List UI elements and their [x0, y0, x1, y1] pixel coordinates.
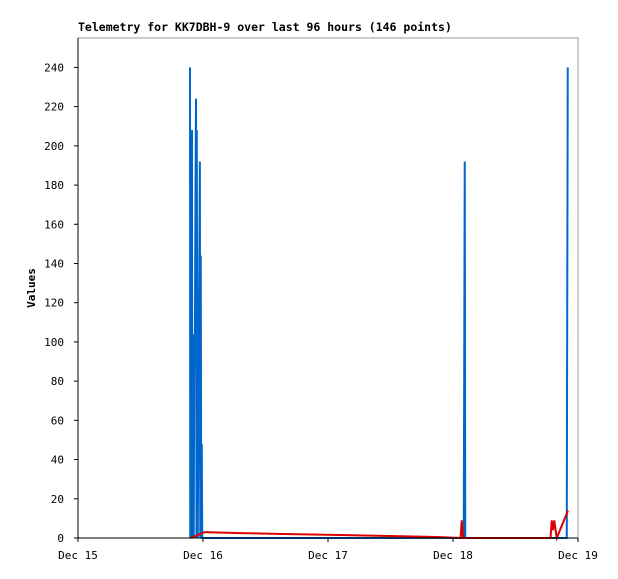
y-tick-label: 200: [44, 140, 64, 153]
x-tick-label: Dec 19: [558, 549, 598, 562]
x-tick-label: Dec 15: [58, 549, 98, 562]
y-tick-label: 80: [51, 375, 64, 388]
y-tick-label: 20: [51, 493, 64, 506]
y-tick-label: 140: [44, 257, 64, 270]
y-tick-label: 60: [51, 414, 64, 427]
plot-frame: [77, 37, 579, 539]
y-tick-label: 180: [44, 179, 64, 192]
x-tick-label: Dec 18: [433, 549, 473, 562]
y-tick-label: 40: [51, 454, 64, 467]
y-tick-label: 160: [44, 218, 64, 231]
y-tick-label: 100: [44, 336, 64, 349]
series-line: [190, 510, 569, 542]
y-tick-label: 0: [57, 532, 64, 545]
y-tick-label: 220: [44, 101, 64, 114]
chart-title: Telemetry for KK7DBH-9 over last 96 hour…: [78, 20, 452, 34]
y-tick-label: 120: [44, 297, 64, 310]
x-tick-label: Dec 17: [308, 549, 348, 562]
y-axis-label: Values: [25, 268, 38, 308]
series-line: [189, 67, 569, 539]
x-tick-label: Dec 16: [183, 549, 223, 562]
y-tick-label: 240: [44, 61, 64, 74]
